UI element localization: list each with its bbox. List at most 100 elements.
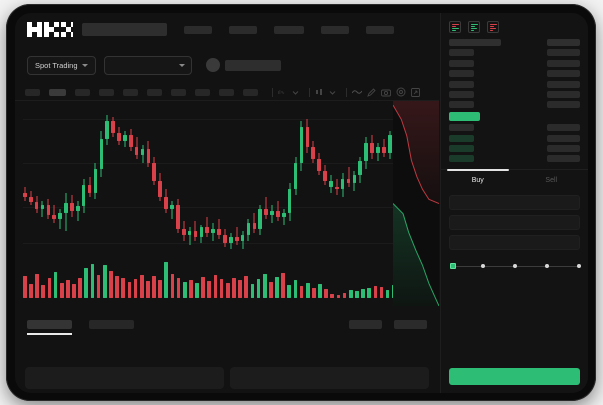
candle [99, 101, 104, 253]
candle [81, 101, 86, 253]
chevron-down-icon[interactable] [329, 89, 336, 96]
trading-pair-selector[interactable] [103, 55, 192, 75]
orderbook-price [449, 134, 474, 142]
indicator-dropdown-icon[interactable]: ıl∿ [278, 88, 287, 96]
orders-panel-right[interactable] [230, 367, 429, 389]
slider-handle[interactable] [450, 262, 456, 269]
okx-logo-icon[interactable] [27, 22, 73, 37]
order-price-field[interactable] [449, 195, 580, 211]
orderbook-row[interactable] [449, 134, 580, 142]
order-amount-field[interactable] [449, 215, 580, 231]
orderbook-row[interactable] [449, 144, 580, 152]
tab-sell[interactable]: Sell [545, 177, 558, 185]
orderbook-price [449, 59, 474, 67]
settings-gear-icon[interactable] [396, 87, 406, 97]
timeframe-button-1[interactable] [25, 88, 40, 96]
orderbook-row[interactable] [449, 90, 580, 98]
timeframe-button-10[interactable] [243, 88, 258, 96]
candle [387, 101, 392, 253]
market-type-selector[interactable]: Spot Trading [27, 55, 96, 75]
volume-bar [145, 281, 150, 298]
slider-stop-100[interactable] [576, 263, 581, 268]
candle [270, 101, 274, 253]
candle [211, 101, 215, 253]
timeframe-button-7[interactable] [171, 88, 186, 96]
volume-bar [275, 277, 279, 298]
orderbook-row[interactable] [449, 124, 580, 132]
candle [46, 101, 51, 253]
timeframe-button-5[interactable] [123, 88, 138, 96]
order-total-field[interactable] [449, 235, 580, 251]
order-percent-slider[interactable] [450, 262, 581, 270]
camera-icon[interactable] [381, 88, 391, 97]
candle [152, 101, 157, 253]
timeframe-button-3[interactable] [75, 88, 90, 96]
orders-tabs-bar [15, 306, 439, 342]
volume-bar [213, 275, 218, 298]
timeframe-button-4[interactable] [99, 88, 114, 96]
timeframe-button-2[interactable] [49, 88, 66, 96]
orderbook-row[interactable] [449, 59, 580, 67]
volume-bar [170, 274, 175, 298]
submit-order-button[interactable] [449, 368, 580, 385]
nav-item-5[interactable] [366, 25, 394, 34]
search-input[interactable] [82, 23, 167, 36]
timeframe-button-8[interactable] [195, 88, 210, 96]
volume-bar [207, 281, 212, 298]
orderbook-row[interactable] [449, 70, 580, 78]
nav-item-4[interactable] [321, 25, 349, 34]
volume-bar [305, 283, 310, 298]
nav-item-1[interactable] [184, 25, 212, 34]
candle [75, 101, 80, 253]
slider-stop-25[interactable] [481, 263, 486, 268]
orderbook-row[interactable] [449, 39, 580, 46]
volume-bar [348, 290, 353, 298]
timeframe-button-6[interactable] [147, 88, 162, 96]
orderbook-row[interactable] [449, 155, 580, 163]
chart-type-dropdown-icon[interactable] [315, 88, 324, 96]
orderbook-row[interactable] [449, 101, 580, 109]
orderbook-asks-icon[interactable] [487, 21, 499, 33]
price-chart[interactable] [15, 101, 439, 306]
order-panel: Buy Sell [440, 13, 588, 393]
timeframe-button-9[interactable] [219, 88, 234, 96]
chevron-down-icon[interactable] [292, 89, 299, 96]
tab-open-orders[interactable] [27, 319, 72, 335]
orderbook-row[interactable] [449, 80, 580, 88]
orders-action-2[interactable] [394, 319, 427, 329]
line-chart-icon[interactable] [352, 88, 362, 96]
volume-bar [268, 282, 273, 298]
chevron-down-icon [81, 63, 88, 67]
slider-stop-50[interactable] [513, 263, 518, 268]
volume-bar [324, 289, 328, 298]
orderbook-bids-icon[interactable] [468, 21, 480, 33]
orders-action-1[interactable] [349, 319, 382, 329]
orderbook-row[interactable] [449, 111, 580, 121]
pencil-icon[interactable] [367, 87, 376, 97]
orderbook-rows[interactable] [441, 39, 588, 163]
volume-bar [373, 286, 378, 298]
volume-bar [53, 272, 58, 298]
candle [158, 101, 162, 253]
depth-chart-overlay [393, 101, 439, 306]
orderbook-price [449, 49, 474, 57]
orderbook-both-icon[interactable] [449, 21, 461, 33]
candle [128, 101, 133, 253]
orders-panels [15, 363, 439, 393]
order-side-tabs: Buy Sell [441, 169, 588, 190]
orderbook-row[interactable] [449, 49, 580, 57]
tab-order-history[interactable] [89, 319, 134, 329]
volume-bar [133, 279, 138, 298]
orderbook-price [449, 70, 474, 78]
orderbook-price [449, 155, 474, 163]
fullscreen-icon[interactable] [411, 87, 420, 97]
nav-item-3[interactable] [274, 25, 304, 34]
candle [187, 101, 192, 253]
volume-bar [238, 280, 242, 298]
tab-buy[interactable]: Buy [441, 169, 515, 190]
volume-bar [115, 276, 119, 298]
slider-stop-75[interactable] [544, 263, 549, 268]
nav-item-2[interactable] [229, 25, 257, 34]
candle [358, 101, 363, 253]
orders-panel-left[interactable] [25, 367, 224, 389]
